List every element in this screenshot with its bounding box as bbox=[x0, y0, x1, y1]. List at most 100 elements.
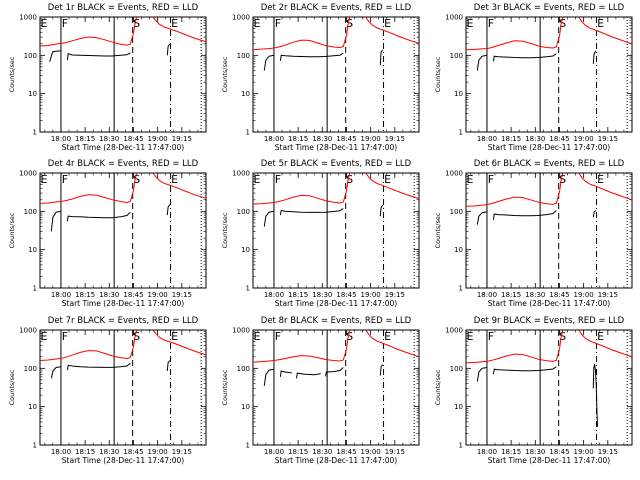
x-tick-label: 18:45 bbox=[123, 448, 143, 456]
events-series-line bbox=[50, 366, 62, 379]
marker-label: E bbox=[384, 17, 391, 30]
y-tick-label: 100 bbox=[450, 365, 463, 373]
lld-series-line bbox=[578, 16, 633, 45]
events-series-line bbox=[476, 211, 488, 225]
events-series-line bbox=[492, 366, 557, 375]
x-tick-label: 18:30 bbox=[525, 448, 545, 456]
y-axis-label: Counts/sec bbox=[8, 56, 16, 92]
x-tick-label: 18:15 bbox=[501, 448, 521, 456]
x-tick-label: 19:00 bbox=[148, 291, 168, 299]
events-series-line bbox=[279, 52, 344, 61]
plot-frame bbox=[39, 172, 207, 289]
y-axis-label: Counts/sec bbox=[221, 56, 229, 92]
x-tick-label: 19:15 bbox=[598, 291, 618, 299]
x-tick-label: 18:15 bbox=[288, 135, 308, 143]
y-tick-label: 10 bbox=[454, 90, 463, 98]
lld-series-line bbox=[465, 172, 564, 207]
y-tick-label: 1000 bbox=[19, 170, 37, 178]
x-tick-label: 18:00 bbox=[264, 291, 284, 299]
lld-series-line bbox=[465, 16, 564, 51]
marker-label: E bbox=[171, 173, 178, 186]
y-tick-label: 100 bbox=[24, 52, 37, 60]
chart-title: Det 4r BLACK = Events, RED = LLD bbox=[48, 159, 199, 169]
events-series-line bbox=[325, 367, 344, 377]
lld-series-line bbox=[578, 172, 633, 201]
x-tick-label: 19:15 bbox=[385, 448, 405, 456]
events-series-line bbox=[166, 204, 171, 216]
x-tick-label: 19:00 bbox=[574, 135, 594, 143]
x-tick-label: 18:30 bbox=[312, 135, 332, 143]
x-tick-label: 18:15 bbox=[75, 291, 95, 299]
x-tick-label: 18:30 bbox=[99, 448, 119, 456]
detector-panel: Det 5r BLACK = Events, RED = LLD 1 10 100 10… bbox=[221, 159, 420, 308]
events-series-line bbox=[592, 50, 597, 64]
x-tick-label: 19:15 bbox=[385, 291, 405, 299]
x-tick-label: 18:00 bbox=[477, 448, 497, 456]
x-tick-label: 18:00 bbox=[264, 135, 284, 143]
chart-title: Det 6r BLACK = Events, RED = LLD bbox=[474, 159, 625, 169]
events-series-line bbox=[476, 367, 488, 382]
x-tick-label: 18:15 bbox=[288, 448, 308, 456]
events-series-line bbox=[66, 52, 131, 61]
marker-label: F bbox=[275, 173, 281, 186]
x-tick-label: 19:00 bbox=[361, 291, 381, 299]
x-tick-label: 19:15 bbox=[598, 135, 618, 143]
lld-series-line bbox=[365, 16, 420, 44]
x-axis-label: Start Time (28-Dec-11 17:47:00) bbox=[62, 456, 184, 465]
y-tick-label: 10 bbox=[241, 403, 250, 411]
marker-label: E bbox=[254, 17, 261, 30]
lld-series-line bbox=[252, 172, 351, 205]
plot-frame bbox=[465, 329, 633, 446]
plot-frame bbox=[252, 329, 420, 446]
x-tick-label: 19:15 bbox=[172, 291, 192, 299]
events-series-line bbox=[592, 210, 597, 218]
marker-label: S bbox=[559, 330, 566, 343]
marker-label: F bbox=[62, 17, 68, 30]
y-tick-label: 1 bbox=[459, 442, 463, 450]
x-tick-label: 18:45 bbox=[336, 135, 356, 143]
marker-label: E bbox=[384, 173, 391, 186]
marker-label: S bbox=[133, 330, 140, 343]
x-axis-label: Start Time (28-Dec-11 17:47:00) bbox=[62, 299, 184, 308]
events-series-line bbox=[263, 368, 275, 386]
x-tick-label: 18:30 bbox=[312, 291, 332, 299]
y-tick-label: 1 bbox=[246, 442, 250, 450]
chart-title: Det 8r BLACK = Events, RED = LLD bbox=[261, 316, 412, 326]
chart-title: Det 5r BLACK = Events, RED = LLD bbox=[261, 159, 412, 169]
x-tick-label: 18:45 bbox=[549, 448, 569, 456]
x-tick-label: 18:30 bbox=[525, 135, 545, 143]
marker-label: E bbox=[597, 330, 604, 343]
detector-panel: Det 9r BLACK = Events, RED = LLD 1 10 100 10… bbox=[434, 316, 633, 465]
lld-series-line bbox=[39, 16, 138, 47]
x-tick-label: 18:30 bbox=[312, 448, 332, 456]
marker-label: E bbox=[171, 330, 178, 343]
events-series-line bbox=[279, 208, 344, 216]
marker-label: S bbox=[559, 173, 566, 186]
lld-series-line bbox=[39, 172, 138, 204]
detector-panel: Det 6r BLACK = Events, RED = LLD 1 10 100 10… bbox=[434, 159, 633, 308]
marker-label: F bbox=[62, 173, 68, 186]
y-axis-label: Counts/sec bbox=[434, 212, 442, 248]
marker-label: E bbox=[41, 17, 48, 30]
y-tick-label: 1000 bbox=[445, 327, 463, 335]
lld-series-line bbox=[152, 329, 207, 356]
x-tick-label: 18:45 bbox=[336, 291, 356, 299]
x-tick-label: 19:00 bbox=[361, 448, 381, 456]
y-axis-label: Counts/sec bbox=[8, 369, 16, 405]
events-series-line bbox=[592, 363, 598, 427]
x-axis-label: Start Time (28-Dec-11 17:47:00) bbox=[275, 299, 397, 308]
x-tick-label: 18:15 bbox=[501, 135, 521, 143]
events-series-line bbox=[379, 49, 384, 66]
events-series-line bbox=[296, 372, 321, 379]
lld-series-line bbox=[578, 329, 633, 358]
lld-series-line bbox=[152, 172, 207, 199]
x-axis-label: Start Time (28-Dec-11 17:47:00) bbox=[488, 299, 610, 308]
x-tick-label: 18:15 bbox=[75, 135, 95, 143]
detector-panel: Det 1r BLACK = Events, RED = LLD 1 10 100 10… bbox=[8, 3, 207, 152]
y-tick-label: 10 bbox=[28, 246, 37, 254]
marker-label: S bbox=[346, 330, 353, 343]
x-tick-label: 19:00 bbox=[148, 135, 168, 143]
y-axis-label: Counts/sec bbox=[221, 369, 229, 405]
events-series-line bbox=[492, 210, 557, 220]
marker-label: S bbox=[346, 17, 353, 30]
